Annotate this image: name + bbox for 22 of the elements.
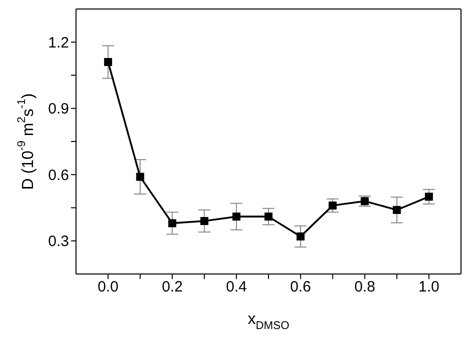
point xyxy=(264,212,272,221)
point xyxy=(392,206,401,214)
x-tick-label: 0.6 xyxy=(290,278,312,296)
x-tick-label: 0.0 xyxy=(98,278,119,296)
point xyxy=(360,197,369,206)
point xyxy=(296,232,305,240)
point xyxy=(104,58,112,66)
point xyxy=(328,202,337,210)
x-axis-title: x$_{DMSO}$ xyxy=(248,311,290,332)
point xyxy=(424,192,433,201)
point xyxy=(200,217,208,225)
y-tick-label: 0.3 xyxy=(48,233,69,250)
point xyxy=(136,172,144,181)
x-tick-label: 0.4 xyxy=(226,278,247,296)
point xyxy=(168,219,176,228)
x-tick-label: 1.0 xyxy=(418,278,440,296)
x-tick-label: 0.2 xyxy=(162,278,183,296)
x-tick-label: 0.8 xyxy=(354,278,376,296)
point xyxy=(232,212,240,221)
y-tick-label: 0.9 xyxy=(48,100,69,118)
y-tick-label: 0.6 xyxy=(48,166,69,184)
y-tick-label: 1.2 xyxy=(48,34,69,52)
